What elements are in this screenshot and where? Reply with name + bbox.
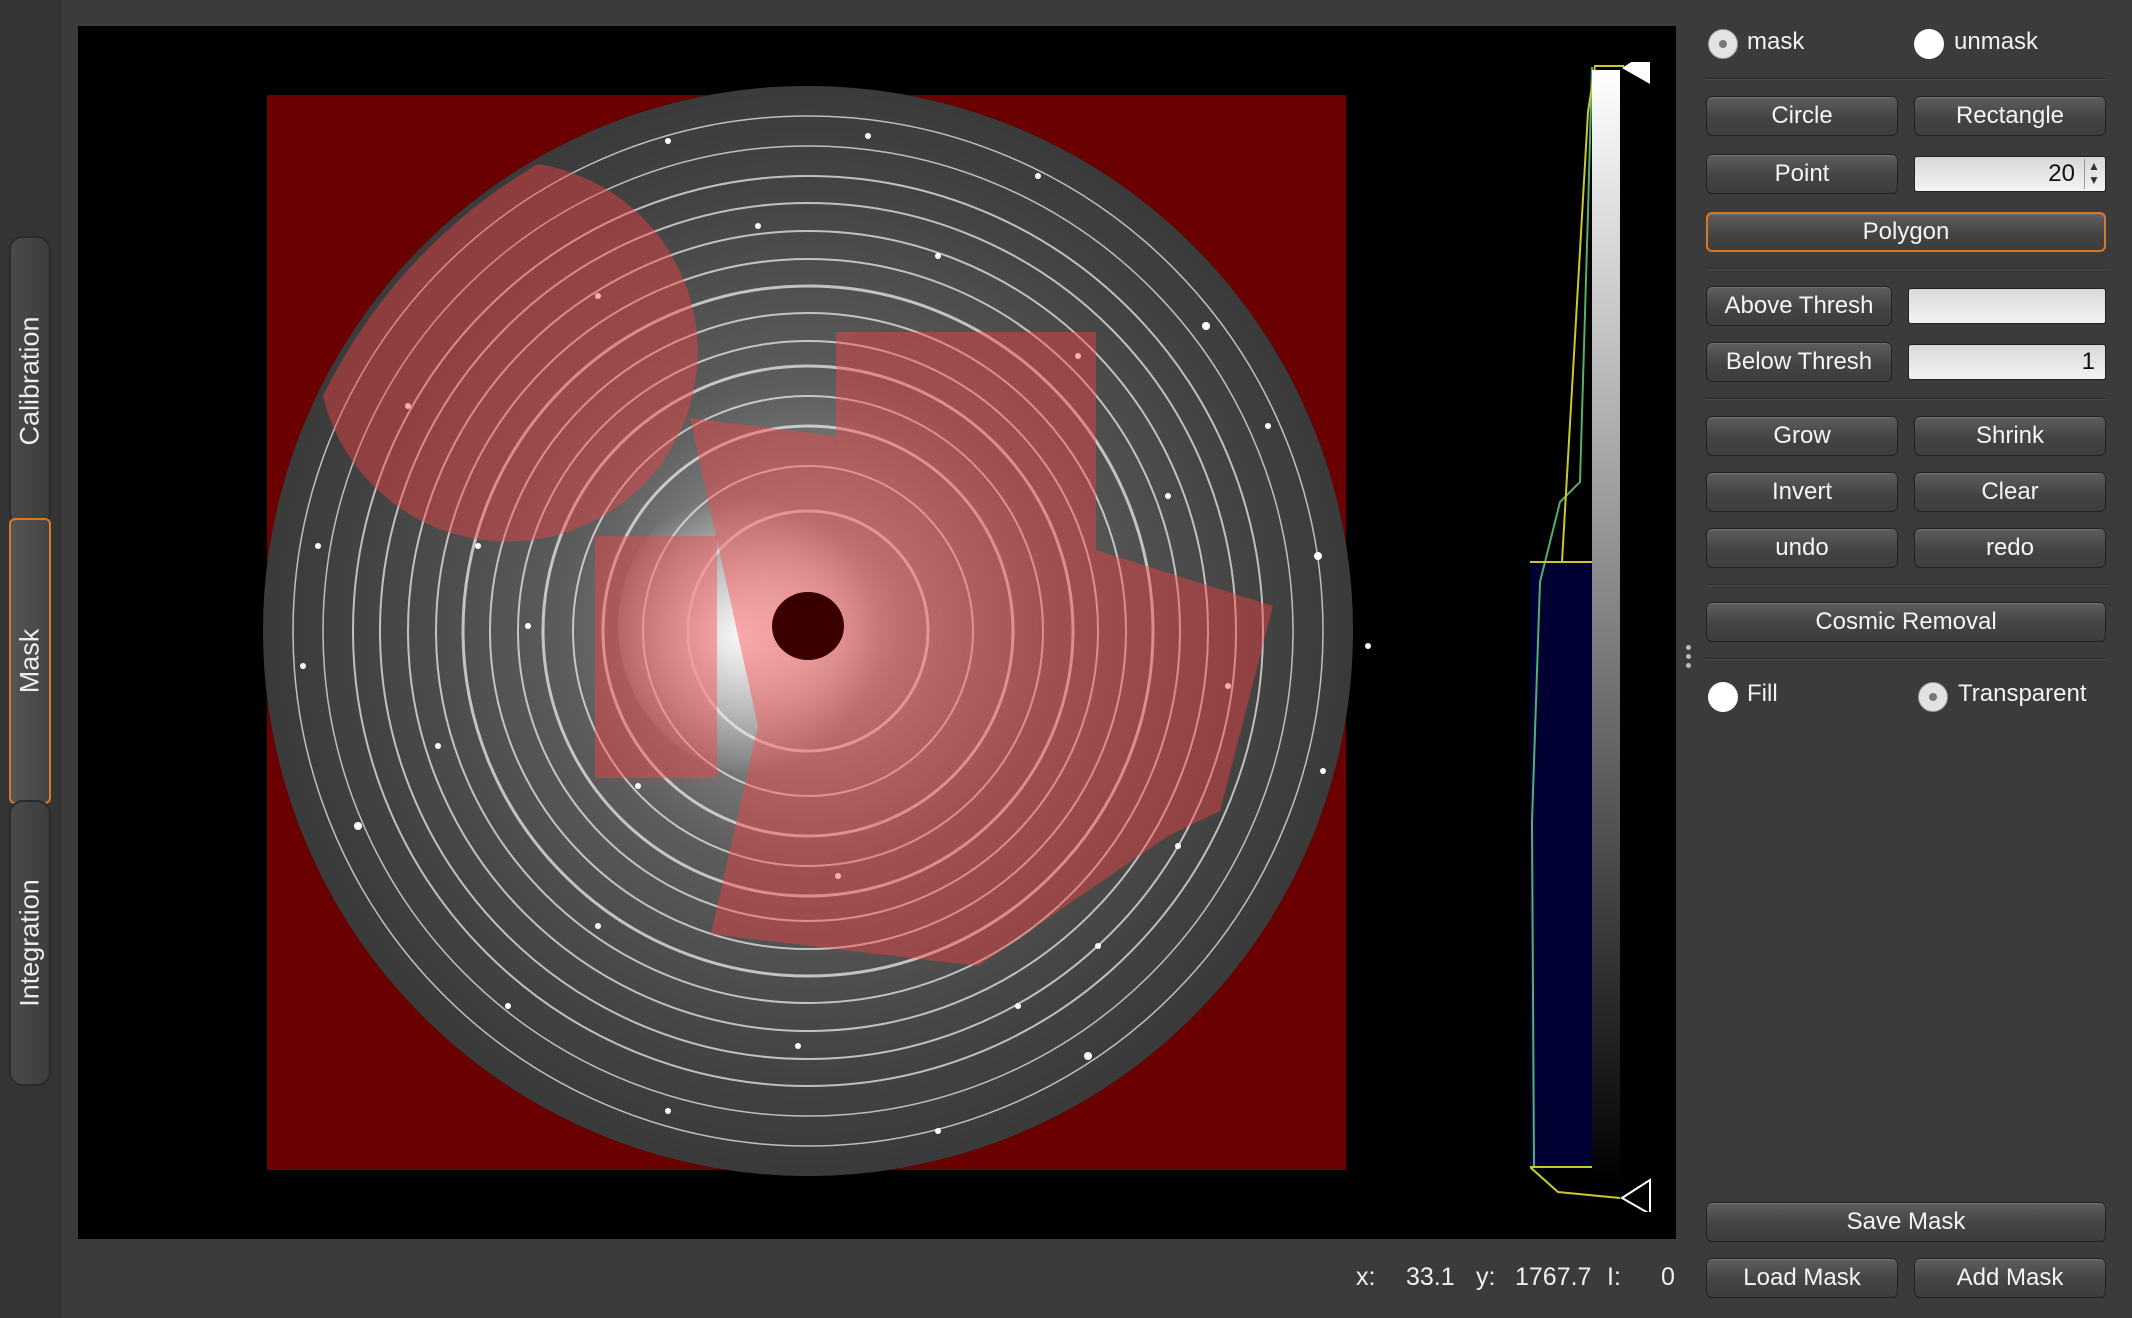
above-thresh-input[interactable] — [1908, 288, 2106, 324]
status-y-label: y: — [1476, 1263, 1496, 1291]
tab-integration[interactable]: Integration — [9, 800, 51, 1086]
status-y-value: 1767.7 — [1515, 1263, 1592, 1291]
diffraction-image — [263, 86, 1371, 1176]
circle-button[interactable]: Circle — [1706, 96, 1898, 136]
shrink-button[interactable]: Shrink — [1914, 416, 2106, 456]
invert-button[interactable]: Invert — [1706, 472, 1898, 512]
above-thresh-button[interactable]: Above Thresh — [1706, 286, 1892, 326]
point-size-spinbox[interactable]: 20 ▲ ▼ — [1914, 156, 2106, 192]
undo-button[interactable]: undo — [1706, 528, 1898, 568]
load-mask-button[interactable]: Load Mask — [1706, 1258, 1898, 1298]
save-mask-button[interactable]: Save Mask — [1706, 1202, 2106, 1242]
cosmic-removal-button[interactable]: Cosmic Removal — [1706, 602, 2106, 642]
below-thresh-input[interactable]: 1 — [1908, 344, 2106, 380]
divider — [1706, 398, 2106, 400]
colorbar-min-handle[interactable] — [1620, 1178, 1651, 1212]
polygon-button[interactable]: Polygon — [1706, 212, 2106, 252]
histogram-colorbar[interactable] — [1530, 62, 1670, 1212]
tab-calibration-label: Calibration — [14, 316, 45, 446]
divider — [1706, 584, 2106, 586]
status-i-label: I: — [1607, 1263, 1621, 1291]
point-size-value: 20 — [2048, 160, 2075, 187]
tab-bar: Calibration Mask Integration — [0, 0, 62, 1318]
mask-radio-label: mask — [1747, 28, 1805, 55]
point-button[interactable]: Point — [1706, 154, 1898, 194]
unmask-radio[interactable] — [1914, 29, 1944, 59]
status-x-value: 33.1 — [1406, 1263, 1455, 1291]
mask-radio[interactable] — [1708, 29, 1738, 59]
spin-arrows-icon[interactable]: ▲ ▼ — [2084, 159, 2103, 189]
clear-button[interactable]: Clear — [1914, 472, 2106, 512]
tab-integration-label: Integration — [14, 879, 45, 1007]
redo-button[interactable]: redo — [1914, 528, 2106, 568]
divider — [1706, 658, 2106, 660]
add-mask-button[interactable]: Add Mask — [1914, 1258, 2106, 1298]
fill-radio[interactable] — [1708, 682, 1738, 712]
transparent-radio[interactable] — [1918, 682, 1948, 712]
divider — [1706, 268, 2106, 270]
status-i-value: 0 — [1661, 1263, 1675, 1291]
image-view[interactable] — [78, 26, 1676, 1239]
below-thresh-button[interactable]: Below Thresh — [1706, 342, 1892, 382]
rectangle-button[interactable]: Rectangle — [1914, 96, 2106, 136]
tab-mask-label: Mask — [14, 628, 45, 694]
grow-button[interactable]: Grow — [1706, 416, 1898, 456]
tab-calibration[interactable]: Calibration — [9, 236, 51, 526]
splitter-handle[interactable] — [1686, 645, 1692, 675]
tab-mask[interactable]: Mask — [9, 518, 51, 804]
status-x-label: x: — [1356, 1263, 1376, 1291]
fill-radio-label: Fill — [1747, 680, 1778, 707]
unmask-radio-label: unmask — [1954, 28, 2039, 55]
colorbar-max-handle[interactable] — [1622, 62, 1650, 84]
transparent-radio-label: Transparent — [1958, 680, 2087, 707]
divider — [1706, 78, 2106, 80]
